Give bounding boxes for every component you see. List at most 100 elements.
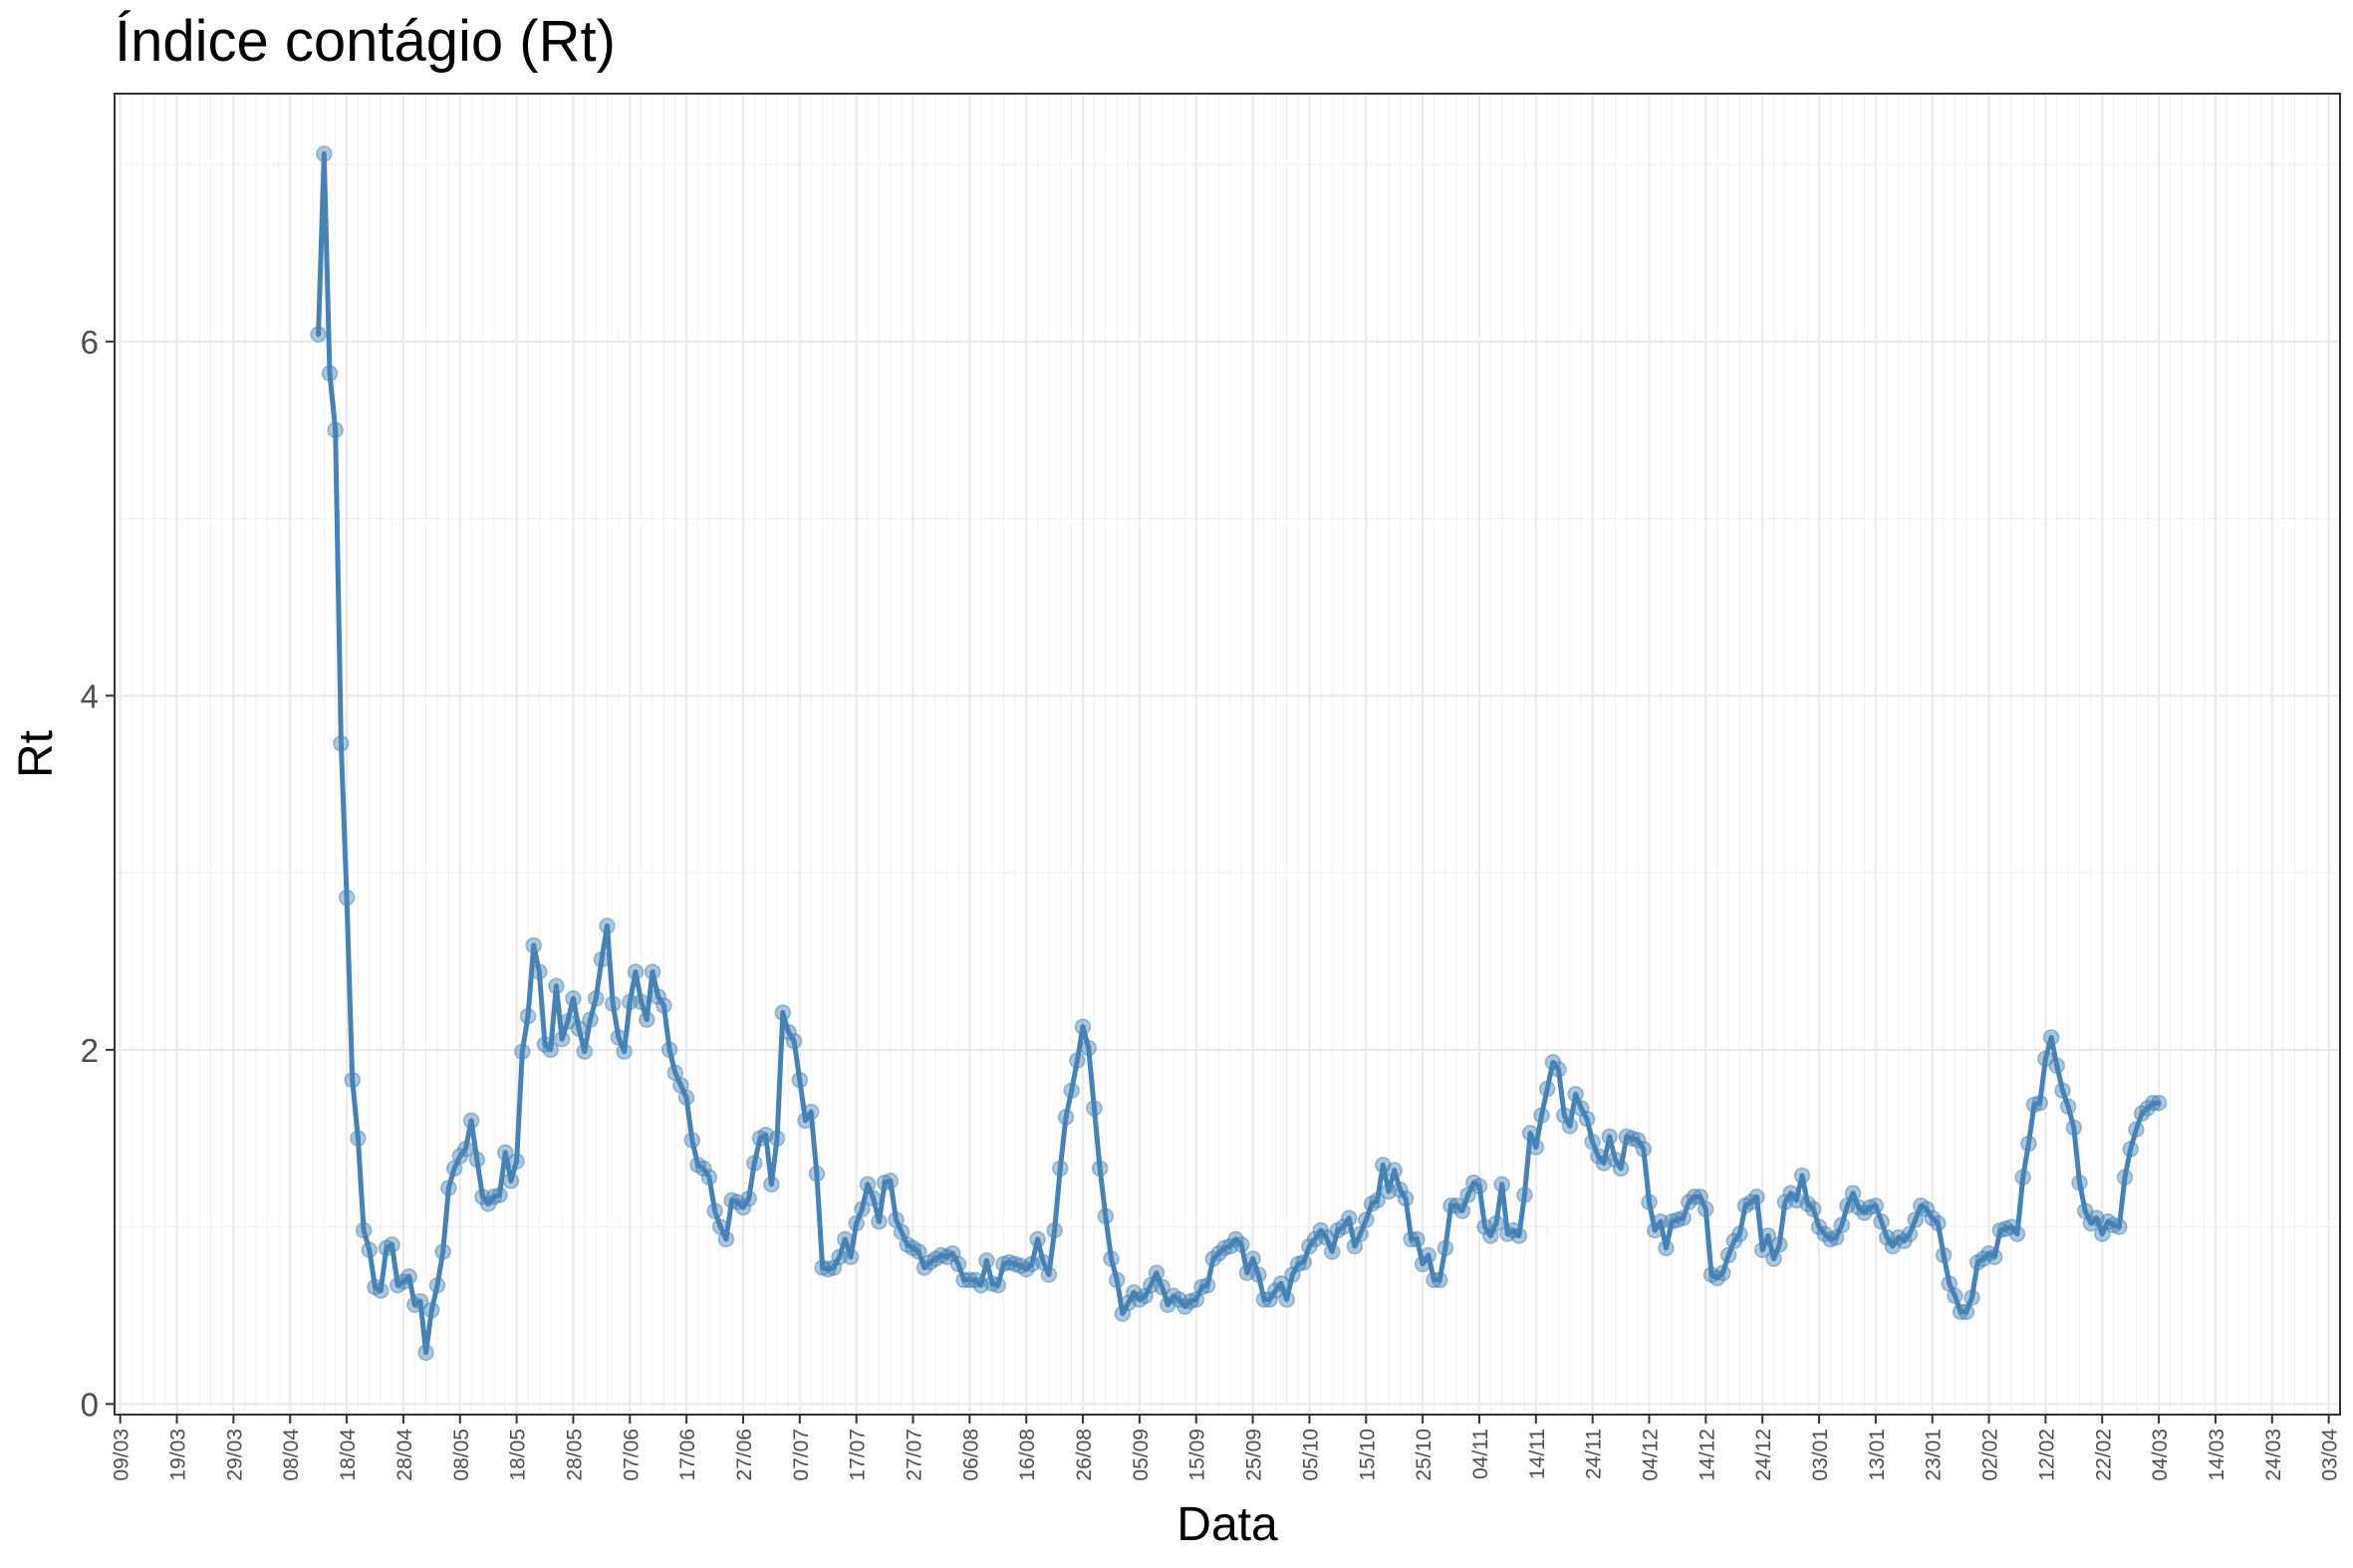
rt-data-point — [1397, 1189, 1415, 1207]
rt-data-point — [548, 977, 565, 995]
rt-data-point — [1793, 1167, 1811, 1184]
rt-data-point — [350, 1130, 367, 1147]
rt-data-point — [2145, 1094, 2162, 1112]
rt-data-point — [1261, 1291, 1278, 1308]
rt-data-point — [593, 950, 611, 968]
rt-data-point — [1154, 1278, 1171, 1296]
rt-data-point — [616, 1043, 633, 1060]
rt-data-point — [582, 1011, 599, 1028]
rt-data-point — [1759, 1227, 1777, 1244]
x-tick-label: 05/09 — [1130, 1429, 1153, 1481]
rt-data-point — [610, 1029, 628, 1046]
rt-data-point — [417, 1344, 434, 1362]
rt-data-point — [2128, 1121, 2145, 1139]
rt-data-point — [2054, 1082, 2071, 1099]
rt-data-point — [1272, 1275, 1290, 1292]
rt-data-point — [1748, 1188, 1765, 1205]
rt-data-point — [1103, 1250, 1120, 1267]
rt-data-point — [1561, 1118, 1579, 1135]
rt-data-point — [859, 1176, 877, 1193]
rt-data-point — [706, 1202, 723, 1219]
rt-data-point — [1057, 1109, 1075, 1126]
rt-data-point — [802, 1103, 820, 1121]
rt-data-point — [1052, 1160, 1069, 1177]
x-tick-label: 04/12 — [1639, 1429, 1662, 1481]
rt-data-point — [1426, 1271, 1442, 1289]
rt-data-point — [1652, 1213, 1670, 1230]
x-tick-label: 03/04 — [2319, 1429, 2342, 1481]
rt-data-point — [1930, 1214, 1947, 1232]
rt-data-point — [677, 1089, 695, 1107]
x-tick-label: 24/12 — [1752, 1429, 1775, 1481]
rt-data-point — [2150, 1094, 2168, 1112]
rt-data-point — [1901, 1225, 1919, 1242]
rt-data-point — [1719, 1246, 1737, 1264]
rt-data-point — [694, 1160, 712, 1177]
rt-data-point — [2014, 1169, 2031, 1186]
rt-data-point — [2048, 1057, 2066, 1075]
x-tick-label: 02/02 — [1979, 1429, 2002, 1481]
rt-data-point — [837, 1230, 854, 1248]
rt-data-point — [1646, 1221, 1664, 1239]
rt-data-point — [949, 1255, 967, 1273]
x-tick-label: 27/06 — [733, 1429, 756, 1481]
rt-data-point — [2042, 1029, 2060, 1046]
y-tick-label: 6 — [81, 324, 99, 361]
rt-data-point — [1516, 1186, 1533, 1203]
rt-data-point — [1935, 1246, 1953, 1264]
x-axis-title: Data — [1176, 1498, 1278, 1551]
x-tick-label: 03/01 — [1809, 1429, 1832, 1481]
rt-data-point — [2111, 1218, 2128, 1235]
x-tick-label: 09/03 — [111, 1429, 133, 1481]
x-tick-label: 24/03 — [2262, 1429, 2285, 1481]
rt-data-point — [1086, 1100, 1103, 1117]
rt-data-point — [660, 1041, 678, 1059]
rt-data-point — [622, 993, 639, 1011]
rt-data-point — [1601, 1128, 1618, 1146]
rt-data-point — [570, 1020, 588, 1037]
rt-data-point — [1533, 1107, 1550, 1124]
y-tick-label: 4 — [81, 677, 99, 714]
rt-data-point — [1805, 1200, 1822, 1218]
rt-data-point — [2008, 1225, 2026, 1242]
rt-data-point — [791, 1071, 809, 1089]
rt-data-point — [633, 993, 650, 1011]
x-tick-label: 14/03 — [2206, 1429, 2228, 1481]
rt-data-point — [1833, 1216, 1851, 1234]
x-tick-label: 19/03 — [167, 1429, 190, 1481]
rt-data-point — [428, 1276, 446, 1294]
rt-data-point — [514, 1043, 531, 1060]
x-tick-label: 14/11 — [1526, 1429, 1549, 1479]
rt-data-point — [531, 963, 548, 980]
rt-data-point — [1947, 1287, 1963, 1305]
plot-panel-border — [114, 93, 2341, 1416]
rt-data-point — [338, 889, 356, 907]
rt-data-point — [496, 1144, 514, 1162]
series-group — [310, 145, 2168, 1362]
rt-data-point — [372, 1282, 390, 1299]
rt-data-point — [1198, 1276, 1216, 1294]
rt-data-point — [344, 1071, 361, 1089]
rt-data-point — [1029, 1230, 1046, 1248]
rt-data-point — [1040, 1266, 1058, 1283]
rt-data-point — [599, 917, 616, 934]
rt-data-point — [491, 1186, 508, 1203]
rt-data-point — [1108, 1271, 1126, 1289]
rt-data-point — [542, 1041, 559, 1059]
rt-data-point — [1878, 1229, 1896, 1246]
x-axis: 09/03 19/03 29/03 08/04 18/04 28/04 08/05 18/05… — [111, 1415, 2342, 1481]
rt-data-point — [780, 1023, 797, 1041]
rt-data-point — [655, 997, 672, 1014]
x-tick-label: 27/07 — [904, 1429, 926, 1481]
x-tick-label: 15/10 — [1356, 1429, 1379, 1481]
rt-data-point — [978, 1252, 995, 1269]
rt-data-point — [1958, 1303, 1975, 1321]
x-tick-label: 25/10 — [1413, 1429, 1436, 1481]
x-tick-label: 14/12 — [1696, 1429, 1718, 1481]
rt-data-point — [525, 936, 542, 954]
x-tick-label: 28/04 — [393, 1429, 416, 1481]
rt-data-point — [1420, 1246, 1438, 1264]
rt-data-point — [604, 995, 622, 1012]
rt-data-point — [1250, 1266, 1267, 1283]
rt-data-point — [1278, 1291, 1295, 1308]
